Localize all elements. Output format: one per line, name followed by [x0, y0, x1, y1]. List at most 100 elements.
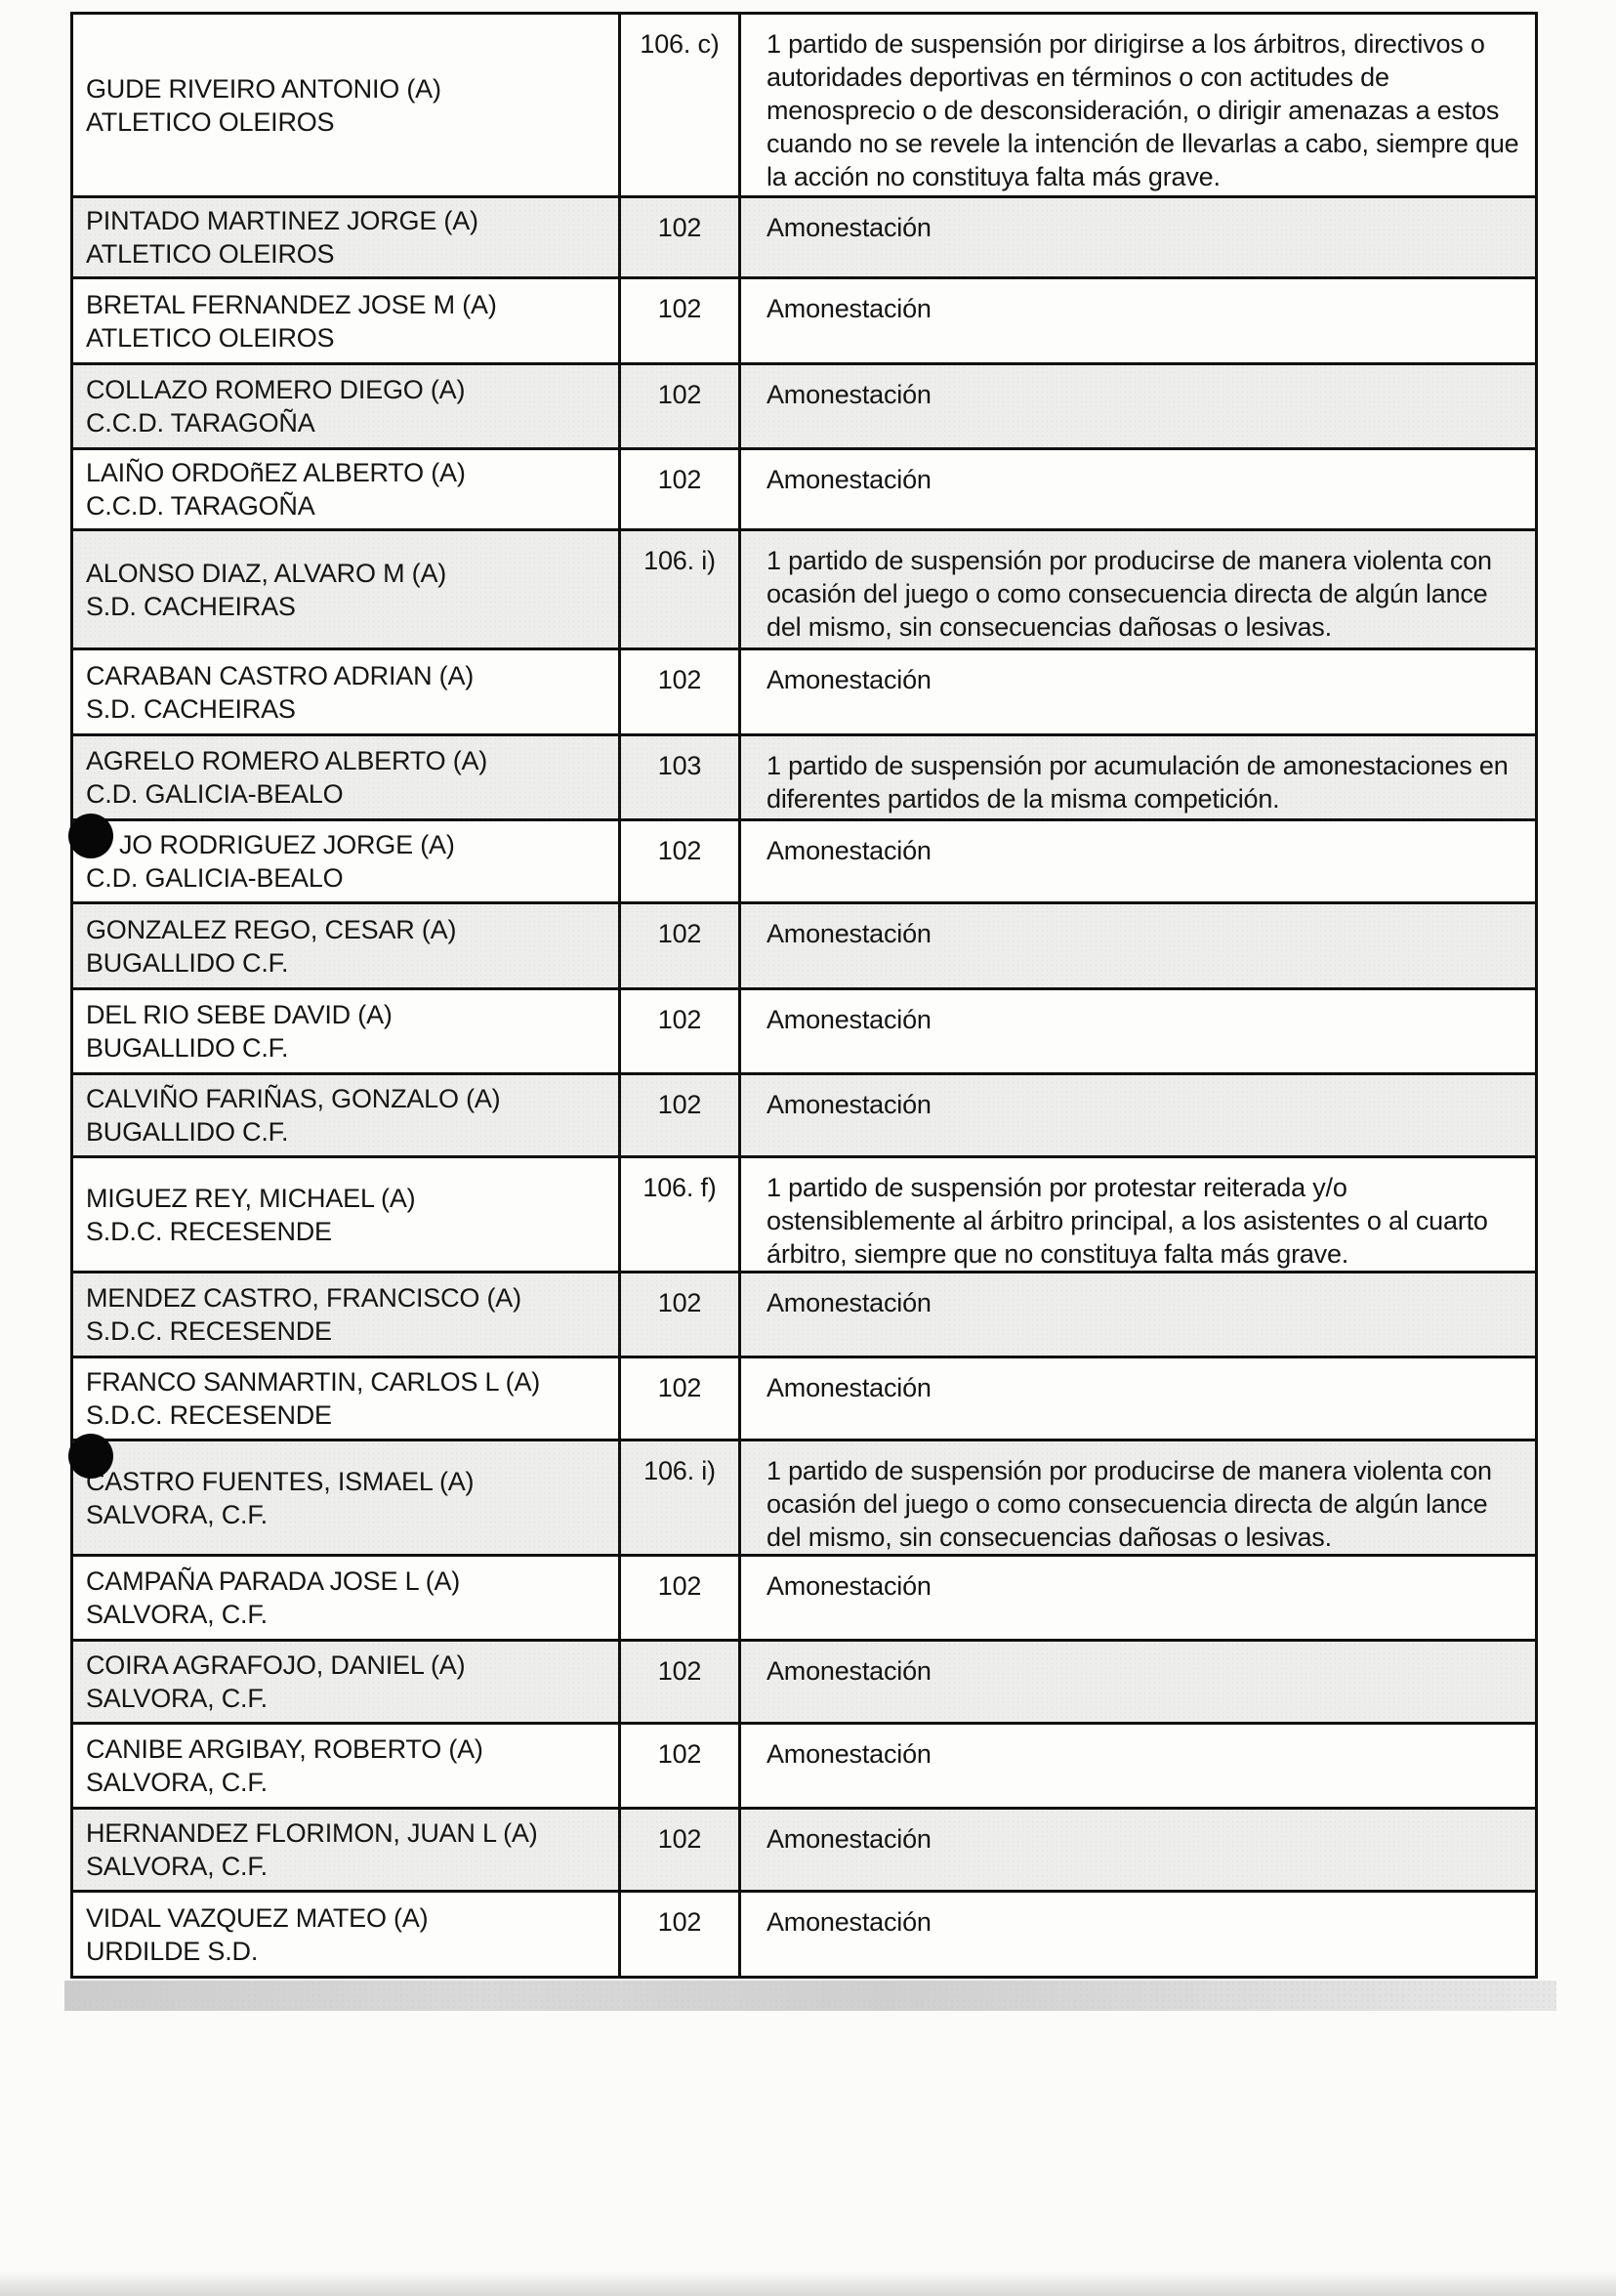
player-block: GONZALEZ REGO, CESAR (A) BUGALLIDO C.F. — [86, 913, 456, 980]
sanction-text: Amonestación — [767, 1656, 932, 1686]
table-row: COLLAZO ROMERO DIEGO (A) C.C.D. TARAGOÑA… — [73, 365, 1535, 450]
player-cell: PINTADO MARTINEZ JORGE (A) ATLETICO OLEI… — [73, 198, 618, 276]
article-code: 102 — [657, 1656, 702, 1686]
sanction-cell: Amonestación — [738, 1358, 1535, 1439]
player-name: GONZALEZ REGO, CESAR (A) — [86, 914, 457, 944]
article-code: 102 — [657, 919, 702, 948]
player-block: CALVIÑO FARIÑAS, GONZALO (A) BUGALLIDO C… — [86, 1082, 501, 1148]
article-code: 102 — [657, 1090, 702, 1119]
table-row: AGRELO ROMERO ALBERTO (A) C.D. GALICIA-B… — [73, 736, 1535, 821]
table-row: CALVIÑO FARIÑAS, GONZALO (A) BUGALLIDO C… — [73, 1075, 1535, 1158]
player-block: ALONSO DIAZ, ALVARO M (A) S.D. CACHEIRAS — [86, 557, 446, 623]
article-code: 106. c) — [640, 29, 720, 59]
player-club: SALVORA, C.F. — [86, 1768, 268, 1797]
player-name: DEL RIO SEBE DAVID (A) — [86, 1000, 393, 1029]
player-name: AGRELO ROMERO ALBERTO (A) — [86, 746, 488, 775]
player-name: BRETAL FERNANDEZ JOSE M (A) — [86, 289, 497, 319]
player-cell: DEL RIO SEBE DAVID (A) BUGALLIDO C.F. — [73, 990, 618, 1072]
table-row: GONZALEZ REGO, CESAR (A) BUGALLIDO C.F. … — [73, 904, 1535, 990]
player-name: FRANCO SANMARTIN, CARLOS L (A) — [86, 1367, 541, 1397]
sanction-cell: Amonestación — [738, 1893, 1535, 1976]
player-cell: AGRELO ROMERO ALBERTO (A) C.D. GALICIA-B… — [73, 736, 618, 818]
sanction-text: Amonestación — [767, 1288, 932, 1317]
article-cell: 102 — [618, 1642, 738, 1722]
player-cell: BRETAL FERNANDEZ JOSE M (A) ATLETICO OLE… — [73, 279, 618, 362]
player-block: PINTADO MARTINEZ JORGE (A) ATLETICO OLEI… — [86, 204, 478, 271]
table-row: MIGUEZ REY, MICHAEL (A) S.D.C. RECESENDE… — [73, 1158, 1535, 1273]
redaction-mark — [68, 814, 113, 858]
player-club: C.D. GALICIA-BEALO — [86, 863, 344, 893]
player-name: COIRA AGRAFOJO, DANIEL (A) — [86, 1650, 466, 1680]
table-row: CANIBE ARGIBAY, ROBERTO (A) SALVORA, C.F… — [73, 1725, 1535, 1810]
player-cell: MIGUEZ REY, MICHAEL (A) S.D.C. RECESENDE — [73, 1158, 618, 1271]
article-cell: 102 — [618, 821, 738, 901]
article-code: 102 — [657, 1373, 702, 1402]
sanction-text: Amonestación — [767, 1824, 932, 1854]
player-club: S.D.C. RECESENDE — [86, 1400, 332, 1430]
table-row: VIDAL VAZQUEZ MATEO (A) URDILDE S.D. 102… — [73, 1893, 1535, 1976]
player-club: SALVORA, C.F. — [86, 1499, 268, 1529]
player-club: S.D. CACHEIRAS — [86, 591, 296, 621]
sanction-text: Amonestación — [767, 465, 932, 494]
player-name: PINTADO MARTINEZ JORGE (A) — [86, 206, 478, 235]
player-club: C.C.D. TARAGOÑA — [86, 408, 315, 438]
sanction-text: Amonestación — [767, 1907, 932, 1937]
player-block: JO RODRIGUEZ JORGE (A) C.D. GALICIA-BEAL… — [86, 828, 455, 895]
sanction-cell: 1 partido de suspensión por producirse d… — [738, 531, 1535, 647]
player-club: ATLETICO OLEIROS — [86, 239, 335, 269]
player-cell: CARABAN CASTRO ADRIAN (A) S.D. CACHEIRAS — [73, 650, 618, 733]
player-club: SALVORA, C.F. — [86, 1600, 268, 1629]
player-block: MENDEZ CASTRO, FRANCISCO (A) S.D.C. RECE… — [86, 1281, 521, 1348]
player-name: CARABAN CASTRO ADRIAN (A) — [86, 660, 475, 690]
article-cell: 106. c) — [618, 15, 738, 195]
table-row: FRANCO SANMARTIN, CARLOS L (A) S.D.C. RE… — [73, 1358, 1535, 1441]
sanction-cell: Amonestación — [738, 1642, 1535, 1722]
sanction-cell: 1 partido de suspensión por dirigirse a … — [738, 15, 1535, 195]
table-row: COIRA AGRAFOJO, DANIEL (A) SALVORA, C.F.… — [73, 1642, 1535, 1725]
article-cell: 102 — [618, 650, 738, 733]
sanction-text: 1 partido de suspensión por dirigirse a … — [767, 29, 1519, 191]
player-name: CASTRO FUENTES, ISMAEL (A) — [86, 1466, 475, 1496]
article-code: 102 — [657, 1005, 702, 1034]
article-cell: 102 — [618, 1810, 738, 1890]
page-bottom-scan-shadow — [0, 2271, 1616, 2296]
player-name: HERNANDEZ FLORIMON, JUAN L (A) — [86, 1818, 538, 1848]
sanction-text: Amonestación — [767, 665, 932, 694]
sanction-cell: Amonestación — [738, 365, 1535, 447]
table-row: CARABAN CASTRO ADRIAN (A) S.D. CACHEIRAS… — [73, 650, 1535, 736]
table-row: CAMPAÑA PARADA JOSE L (A) SALVORA, C.F. … — [73, 1557, 1535, 1642]
player-block: LAIÑO ORDOñEZ ALBERTO (A) C.C.D. TARAGOÑ… — [86, 456, 466, 522]
article-code: 102 — [657, 1739, 702, 1769]
table-row: LAIÑO ORDOñEZ ALBERTO (A) C.C.D. TARAGOÑ… — [73, 450, 1535, 531]
table-row: HERNANDEZ FLORIMON, JUAN L (A) SALVORA, … — [73, 1810, 1535, 1893]
player-cell: MENDEZ CASTRO, FRANCISCO (A) S.D.C. RECE… — [73, 1273, 618, 1356]
article-code: 106. i) — [643, 1456, 716, 1485]
article-cell: 106. i) — [618, 1441, 738, 1554]
article-cell: 106. f) — [618, 1158, 738, 1271]
article-code: 102 — [657, 294, 702, 323]
sanction-text: Amonestación — [767, 1571, 932, 1601]
player-club: S.D. CACHEIRAS — [86, 693, 296, 724]
player-name: VIDAL VAZQUEZ MATEO (A) — [86, 1902, 429, 1933]
player-club: SALVORA, C.F. — [86, 1852, 268, 1881]
player-name: LAIÑO ORDOñEZ ALBERTO (A) — [86, 458, 466, 487]
player-block: CARABAN CASTRO ADRIAN (A) S.D. CACHEIRAS — [86, 659, 474, 726]
player-cell: FRANCO SANMARTIN, CARLOS L (A) S.D.C. RE… — [73, 1358, 618, 1439]
player-cell: CALVIÑO FARIÑAS, GONZALO (A) BUGALLIDO C… — [73, 1075, 618, 1155]
article-code: 102 — [657, 380, 702, 409]
sanction-text: Amonestación — [767, 1373, 932, 1402]
table-row: DEL RIO SEBE DAVID (A) BUGALLIDO C.F. 10… — [73, 990, 1535, 1075]
sanction-cell: Amonestación — [738, 1273, 1535, 1356]
player-block: DEL RIO SEBE DAVID (A) BUGALLIDO C.F. — [86, 998, 393, 1065]
table-row: CASTRO FUENTES, ISMAEL (A) SALVORA, C.F.… — [68, 1434, 1535, 1557]
article-code: 106. i) — [643, 546, 716, 575]
player-name: CANIBE ARGIBAY, ROBERTO (A) — [86, 1734, 483, 1764]
sanction-cell: Amonestación — [738, 1725, 1535, 1807]
player-cell: GONZALEZ REGO, CESAR (A) BUGALLIDO C.F. — [73, 904, 618, 987]
sanction-cell: Amonestación — [738, 904, 1535, 987]
player-block: COLLAZO ROMERO DIEGO (A) C.C.D. TARAGOÑA — [86, 373, 465, 439]
player-club: SALVORA, C.F. — [86, 1684, 268, 1713]
player-club: ATLETICO OLEIROS — [86, 106, 335, 137]
player-club: ATLETICO OLEIROS — [86, 322, 335, 353]
